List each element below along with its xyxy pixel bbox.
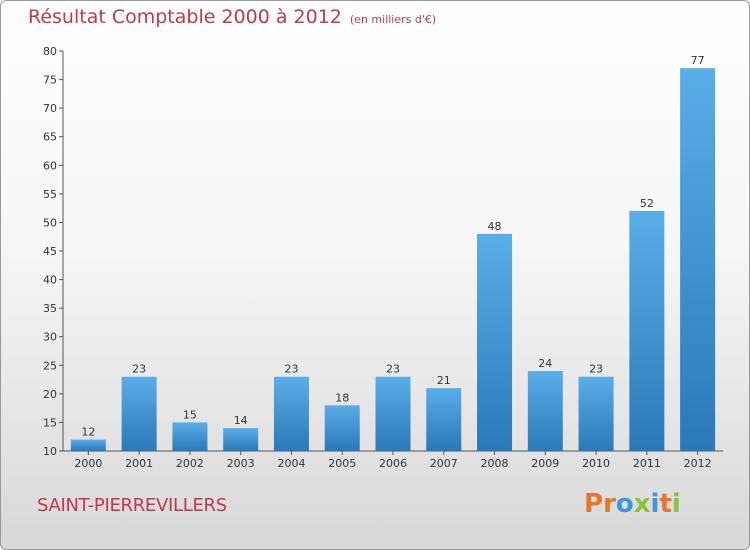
x-tick-label: 2006 [379,457,407,470]
logo-letter: i [671,489,681,519]
logo-letter: P [584,489,604,519]
x-tick-label: 2010 [582,457,610,470]
x-tick-label: 2008 [481,457,509,470]
y-tick-label: 75 [43,74,57,87]
value-label-2005: 18 [335,391,349,404]
y-tick-label: 70 [43,102,57,115]
x-tick-label: 2009 [531,457,559,470]
x-tick-label: 2003 [227,457,255,470]
logo-letter: i [650,489,660,519]
value-label-2003: 14 [234,414,248,427]
value-label-2008: 48 [488,220,502,233]
value-label-2000: 12 [81,426,95,439]
x-tick-label: 2000 [74,457,102,470]
x-tick-label: 2001 [125,457,153,470]
bar-2002 [172,422,208,451]
logo-letter: x [633,489,651,519]
value-label-2004: 23 [284,363,298,376]
y-tick-label: 60 [43,159,57,172]
y-tick-label: 50 [43,216,57,229]
chart-title: Résultat Comptable 2000 à 2012 (en millie… [28,6,437,28]
logo-letter: t [659,489,672,519]
value-label-2011: 52 [640,197,654,210]
bar-2006 [375,376,411,451]
x-tick-label: 2005 [328,457,356,470]
y-tick-label: 15 [43,416,57,429]
value-label-2007: 21 [437,374,451,387]
bar-2008 [477,233,513,451]
x-tick-label: 2007 [430,457,458,470]
y-tick-label: 80 [43,45,57,58]
x-tick-label: 2012 [684,457,712,470]
bars: 12 23 15 14 23 18 23 21 48 24 23 52 77 [70,54,716,452]
bar-2007 [426,388,462,451]
proxiti-logo: Proxiti [584,489,681,519]
y-tick-label: 30 [43,331,57,344]
bar-2012 [680,68,716,452]
y-tick-label: 25 [43,359,57,372]
x-tick-label: 2011 [633,457,661,470]
bar-2010 [578,376,614,451]
y-tick-label: 40 [43,274,57,287]
y-tick-label: 45 [43,245,57,258]
bar-2000 [70,439,106,451]
bar-2001 [121,376,157,451]
value-label-2009: 24 [538,357,552,370]
value-label-2012: 77 [691,54,705,67]
value-label-2001: 23 [132,363,146,376]
value-label-2006: 23 [386,363,400,376]
logo-letter: r [603,489,616,519]
y-tick-label: 10 [43,445,57,458]
bar-2004 [273,376,309,451]
value-label-2002: 15 [183,408,197,421]
commune-name: SAINT-PIERREVILLERS [37,495,227,516]
logo-letter: o [615,489,634,519]
bar-2003 [223,428,259,451]
bar-2005 [324,405,360,451]
value-label-2010: 23 [589,363,603,376]
y-tick-label: 35 [43,302,57,315]
x-tick-label: 2004 [277,457,305,470]
y-tick-label: 65 [43,131,57,144]
x-tick-label: 2002 [176,457,204,470]
chart-subtitle: (en milliers d'€) [349,13,437,26]
y-tick-label: 55 [43,188,57,201]
bar-2011 [629,211,665,451]
bar-2009 [527,371,563,451]
y-tick-label: 20 [43,388,57,401]
